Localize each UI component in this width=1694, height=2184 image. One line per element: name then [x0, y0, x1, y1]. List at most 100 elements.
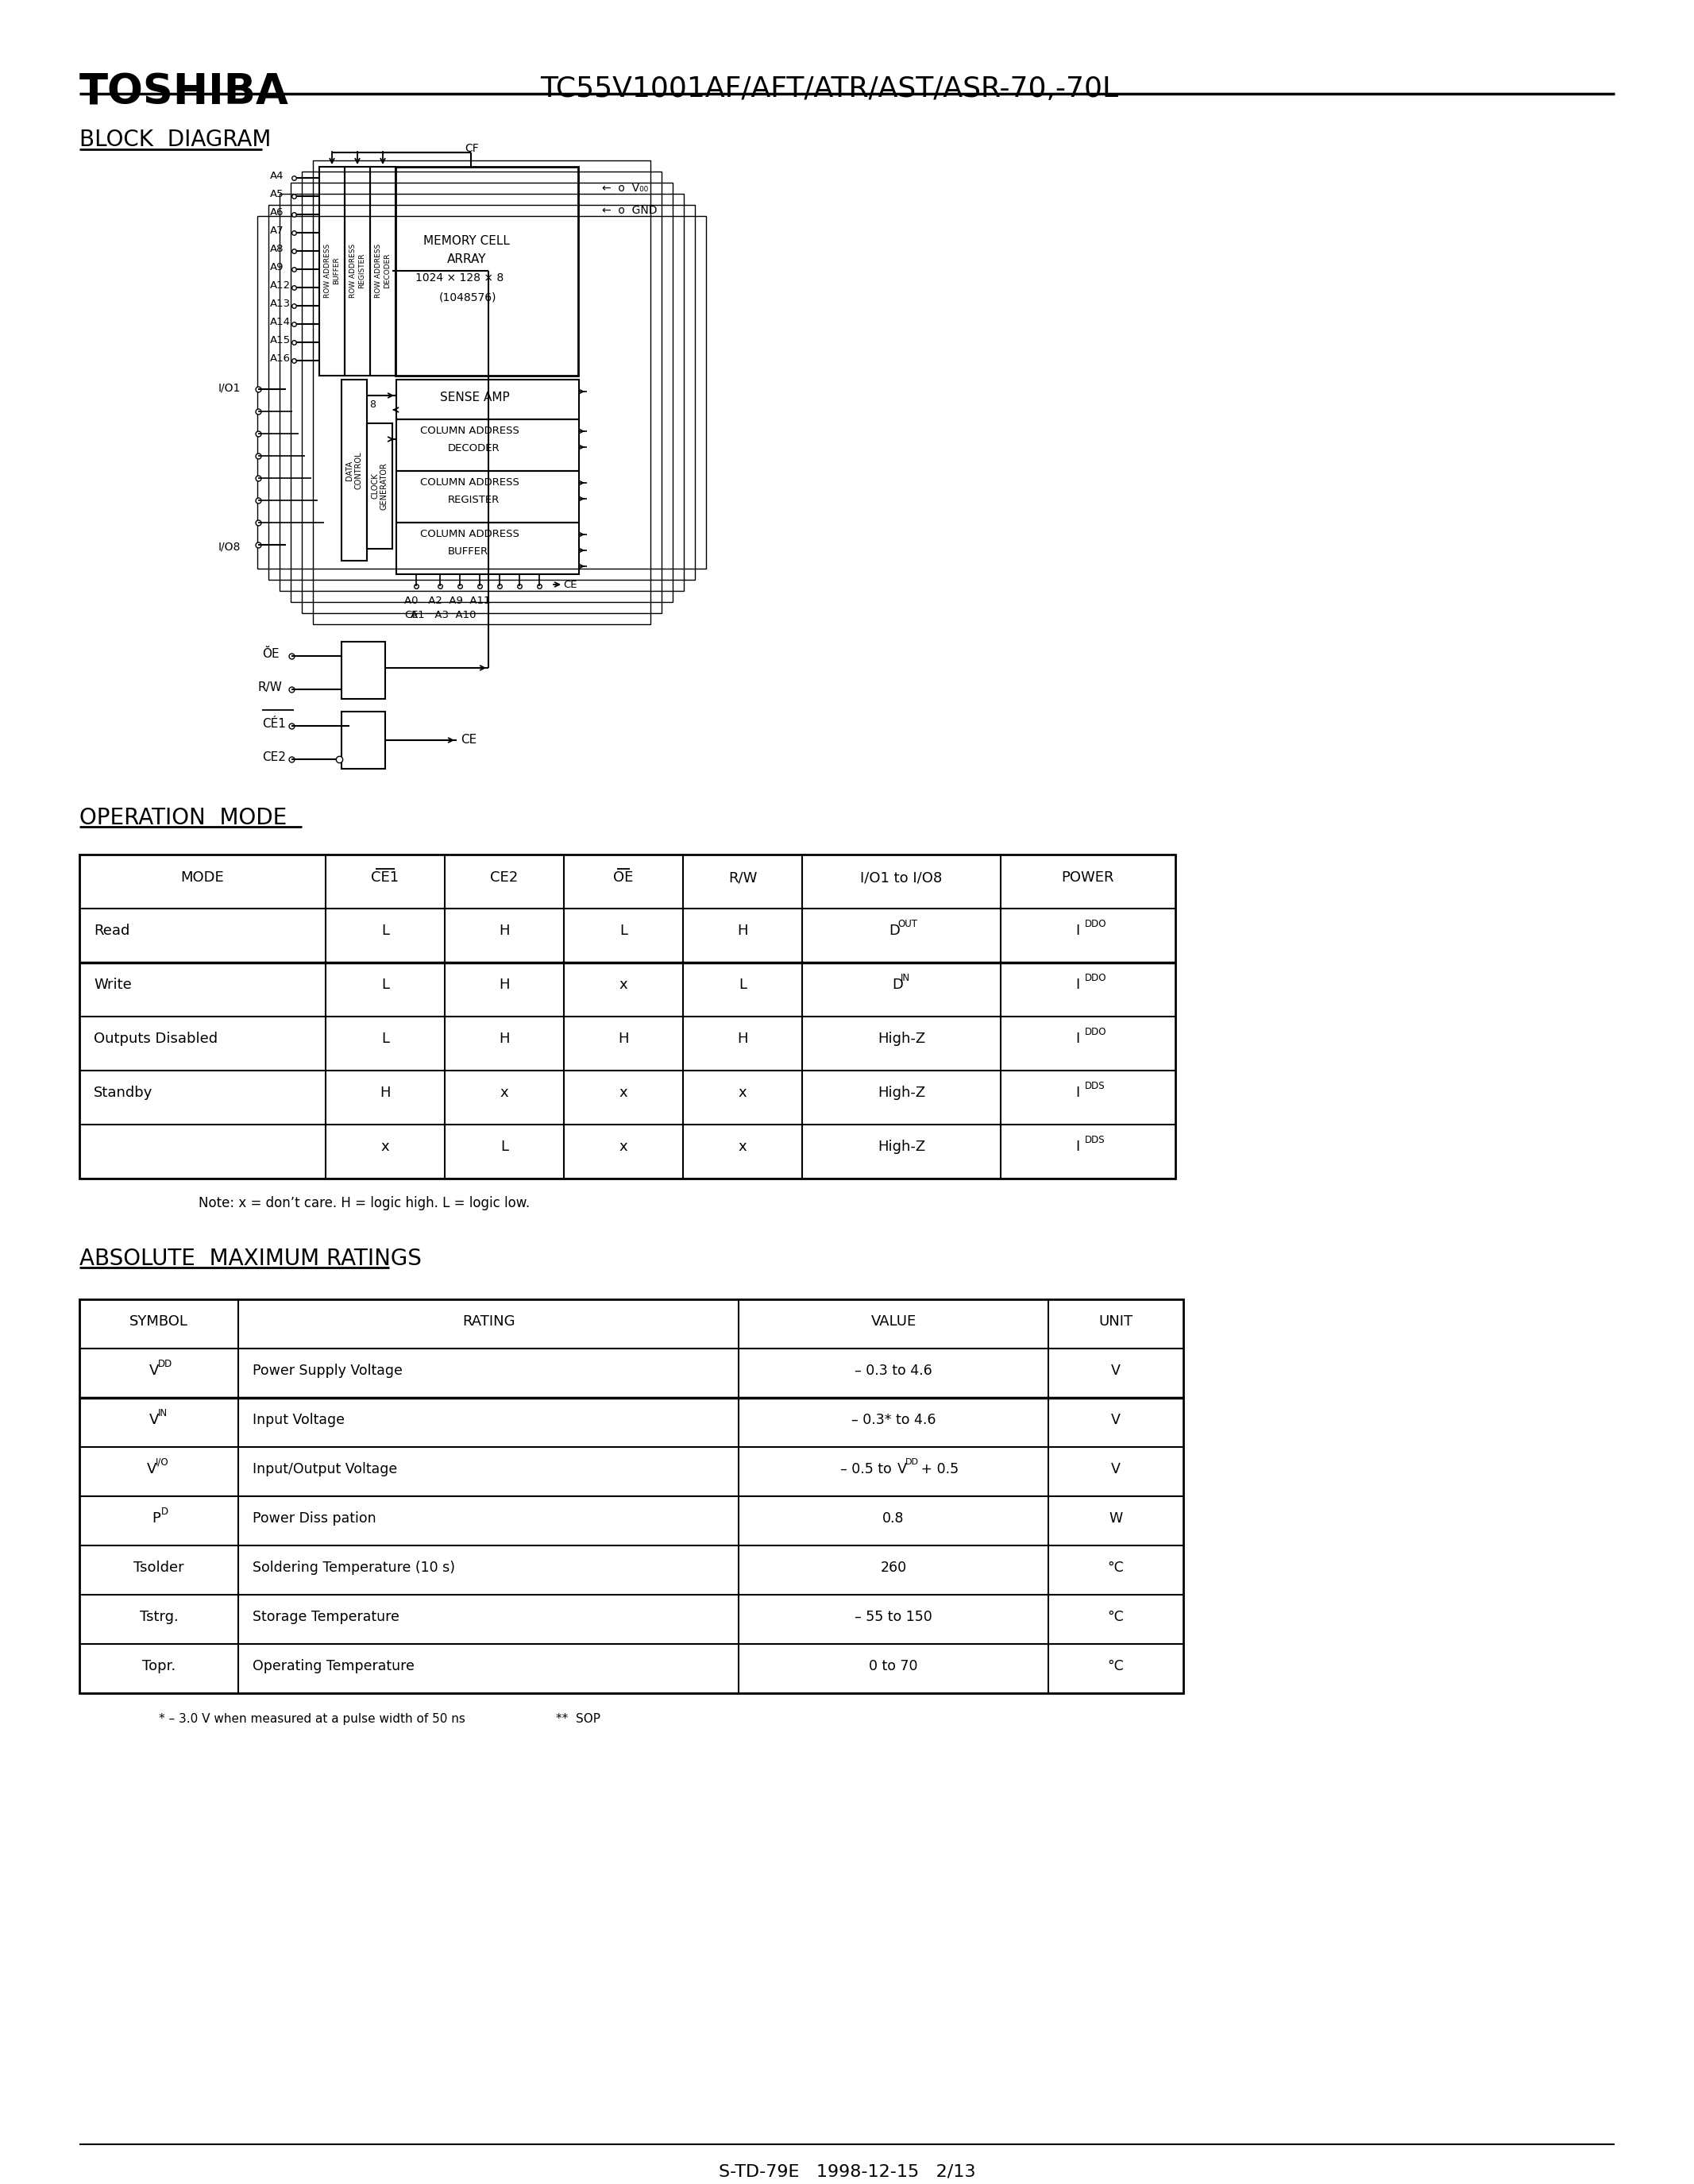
Text: L: L: [381, 978, 390, 992]
Text: H: H: [500, 1031, 510, 1046]
Text: BUFFER: BUFFER: [447, 546, 488, 557]
Text: L: L: [500, 1140, 508, 1153]
Text: A0   A2  A9  A11: A0 A2 A9 A11: [405, 596, 490, 605]
Text: °C: °C: [1108, 1658, 1125, 1673]
Text: P: P: [152, 1511, 161, 1524]
Text: D: D: [891, 978, 903, 992]
Text: V: V: [898, 1461, 906, 1476]
Text: H: H: [500, 924, 510, 937]
Text: DD: DD: [158, 1358, 173, 1369]
Text: Operating Temperature: Operating Temperature: [252, 1658, 415, 1673]
Text: V: V: [149, 1363, 159, 1378]
Text: REGISTER: REGISTER: [447, 496, 500, 505]
Text: D: D: [161, 1507, 168, 1516]
Text: x: x: [739, 1085, 747, 1101]
Text: OPERATION  MODE: OPERATION MODE: [80, 806, 286, 830]
Text: Power Supply Voltage: Power Supply Voltage: [252, 1363, 403, 1378]
Bar: [291, 183, 673, 603]
Bar: [302, 173, 662, 614]
Text: TC55V1001AF/AFT/ATR/AST/ASR-70,-70L: TC55V1001AF/AFT/ATR/AST/ASR-70,-70L: [540, 76, 1118, 103]
Text: V: V: [146, 1461, 156, 1476]
Text: I: I: [1076, 978, 1079, 992]
Text: Tstrg.: Tstrg.: [139, 1610, 178, 1623]
Bar: [268, 205, 695, 579]
Text: IN: IN: [901, 972, 910, 983]
Text: Storage Temperature: Storage Temperature: [252, 1610, 400, 1623]
Text: A4: A4: [269, 170, 285, 181]
Text: I/O1 to I/O8: I/O1 to I/O8: [861, 871, 942, 885]
Text: A1   A3  A10: A1 A3 A10: [410, 609, 476, 620]
Text: A7: A7: [269, 225, 285, 236]
Bar: [80, 1299, 1184, 1693]
Text: + 0.5: + 0.5: [916, 1461, 959, 1476]
Text: x: x: [500, 1085, 508, 1101]
Bar: [257, 216, 706, 568]
Bar: [342, 380, 368, 561]
Text: SENSE AMP: SENSE AMP: [440, 391, 510, 404]
Text: A9: A9: [269, 262, 285, 273]
Text: V: V: [1111, 1461, 1120, 1476]
Bar: [396, 419, 579, 472]
Text: – 0.5 to: – 0.5 to: [840, 1461, 896, 1476]
Text: I: I: [1076, 924, 1079, 937]
Bar: [396, 380, 579, 419]
Text: x: x: [620, 978, 628, 992]
Text: I: I: [1076, 1085, 1079, 1101]
Text: DD: DD: [905, 1457, 918, 1465]
Text: CE2: CE2: [490, 871, 518, 885]
Text: DDS: DDS: [1084, 1136, 1104, 1144]
Text: Outputs Disabled: Outputs Disabled: [93, 1031, 219, 1046]
Text: x: x: [620, 1140, 628, 1153]
Text: CE: CE: [405, 609, 418, 620]
Text: x: x: [739, 1140, 747, 1153]
Bar: [318, 166, 344, 376]
Bar: [395, 166, 578, 376]
Text: L: L: [381, 924, 390, 937]
Text: CE: CE: [461, 734, 476, 745]
Bar: [342, 712, 385, 769]
Bar: [344, 166, 369, 376]
Text: Tsolder: Tsolder: [134, 1559, 185, 1575]
Text: x: x: [620, 1085, 628, 1101]
Text: H: H: [737, 1031, 749, 1046]
Text: I/O1: I/O1: [219, 382, 241, 393]
Text: A16: A16: [269, 354, 291, 365]
Text: A12: A12: [269, 280, 291, 290]
Text: ABSOLUTE  MAXIMUM RATINGS: ABSOLUTE MAXIMUM RATINGS: [80, 1247, 422, 1269]
Text: COLUMN ADDRESS: COLUMN ADDRESS: [420, 478, 520, 487]
Text: L: L: [381, 1031, 390, 1046]
Text: CLOCK
GENERATOR: CLOCK GENERATOR: [371, 463, 388, 509]
Text: Note: x = don’t care. H = logic high. L = logic low.: Note: x = don’t care. H = logic high. L …: [198, 1197, 530, 1210]
Text: POWER: POWER: [1062, 871, 1115, 885]
Text: I: I: [1076, 1140, 1079, 1153]
Bar: [280, 194, 684, 592]
Text: D: D: [889, 924, 900, 937]
Text: – 0.3 to 4.6: – 0.3 to 4.6: [855, 1363, 932, 1378]
Text: 260: 260: [881, 1559, 906, 1575]
Text: Standby: Standby: [93, 1085, 152, 1101]
Text: TOSHIBA: TOSHIBA: [80, 72, 290, 114]
Text: S-TD-79E   1998-12-15   2/13: S-TD-79E 1998-12-15 2/13: [718, 2164, 976, 2180]
Text: CE: CE: [562, 579, 578, 590]
Text: A5: A5: [269, 190, 285, 199]
Bar: [313, 159, 650, 625]
Text: A8: A8: [269, 245, 285, 253]
Text: Soldering Temperature (10 s): Soldering Temperature (10 s): [252, 1559, 456, 1575]
Text: ARRAY: ARRAY: [447, 253, 486, 264]
Text: MEMORY CELL: MEMORY CELL: [424, 236, 510, 247]
Text: 0.8: 0.8: [883, 1511, 905, 1524]
Text: H: H: [618, 1031, 628, 1046]
Text: 0 to 70: 0 to 70: [869, 1658, 918, 1673]
Text: L: L: [739, 978, 747, 992]
Text: IN: IN: [158, 1409, 168, 1417]
Text: H: H: [500, 978, 510, 992]
Text: ŎE: ŎE: [263, 649, 280, 660]
Text: V: V: [149, 1413, 159, 1426]
Text: CE1: CE1: [371, 871, 400, 885]
Text: ROW ADDRESS
DECODER: ROW ADDRESS DECODER: [374, 245, 391, 297]
Text: Read: Read: [93, 924, 130, 937]
Text: V: V: [1111, 1363, 1120, 1378]
Text: COLUMN ADDRESS: COLUMN ADDRESS: [420, 529, 520, 539]
Bar: [368, 424, 393, 548]
Text: DECODER: DECODER: [447, 443, 500, 454]
